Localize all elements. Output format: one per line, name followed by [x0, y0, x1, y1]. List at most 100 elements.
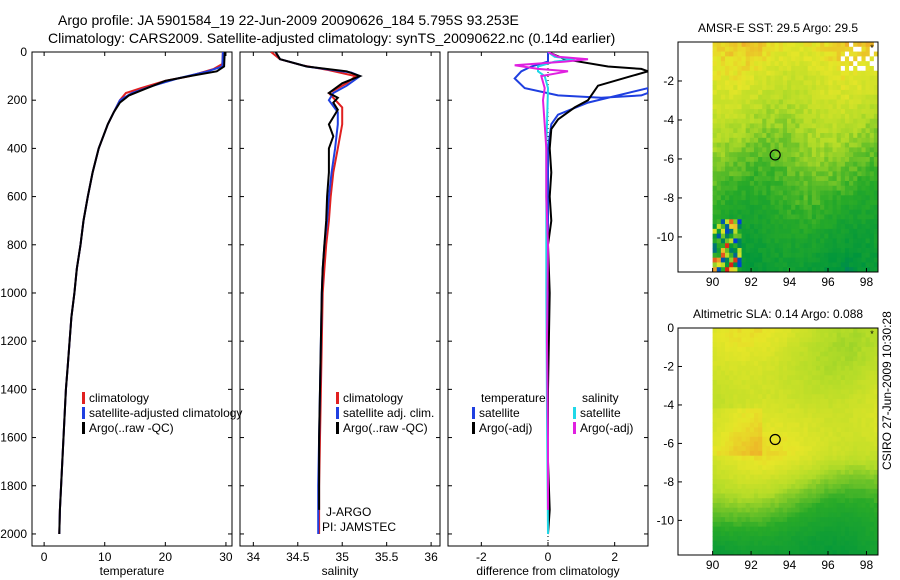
map-cell: [807, 346, 813, 353]
map-cell: [873, 413, 879, 419]
map-cell: [712, 337, 718, 343]
y-tick-label: 800: [7, 238, 27, 252]
map-cell: [849, 267, 854, 273]
map-cell: [832, 152, 838, 158]
map-cell: [758, 85, 763, 91]
map-cell: [720, 375, 726, 381]
map-cell: [815, 200, 821, 206]
map-cell: [725, 185, 730, 191]
map-cell: [828, 133, 833, 139]
map-cell: [749, 403, 755, 409]
map-cell: [766, 502, 771, 509]
map-cell: [799, 128, 804, 134]
map-cell: [733, 465, 738, 471]
map-cell: [749, 161, 755, 167]
map-cell: [857, 427, 862, 433]
map-cell: [795, 521, 800, 528]
map-cell: [720, 450, 726, 457]
map-cell: [782, 361, 788, 367]
map-cell: [758, 171, 763, 177]
map-cell: [832, 351, 838, 357]
map-cell: [873, 204, 879, 211]
map-cell: [729, 233, 734, 239]
map-cell: [815, 479, 821, 485]
map-cell: [853, 137, 858, 144]
map-cell: [865, 157, 871, 163]
map-cell: [749, 185, 755, 191]
map-cell: [820, 394, 825, 400]
map-cell: [865, 394, 871, 400]
map-cell: [861, 361, 866, 367]
map-cell: [712, 262, 718, 268]
map-cell: [729, 488, 734, 494]
map-cell: [799, 133, 804, 139]
legend-entry-label: satellite: [479, 406, 520, 420]
map-cell: [753, 346, 759, 353]
map-cell: [849, 474, 854, 480]
map-cell: [749, 446, 755, 452]
map-cell: [861, 214, 866, 220]
map-cell: [766, 123, 771, 129]
map-cell: [787, 233, 792, 239]
map-cell: [758, 128, 763, 134]
map-cell: [753, 356, 759, 362]
map-cell: [741, 365, 747, 371]
map-cell: [733, 417, 738, 423]
map-cell: [832, 498, 838, 504]
map-cell: [745, 157, 751, 163]
map-cell: [820, 262, 825, 268]
map-cell: [795, 502, 800, 509]
map-cell: [857, 356, 862, 362]
map-cell: [836, 346, 842, 353]
map-cell: [782, 328, 788, 334]
map-cell: [811, 152, 817, 158]
map-cell: [762, 185, 767, 191]
map-cell: [787, 531, 792, 537]
map-cell: [725, 252, 730, 259]
map-cell: [716, 195, 722, 201]
map-cell: [836, 195, 842, 201]
map-cell: [820, 365, 825, 371]
map-cell: [873, 493, 879, 499]
map-cell: [832, 109, 838, 115]
map-cell: [725, 243, 730, 249]
map-cell: [745, 375, 751, 381]
map-cell: [741, 42, 747, 48]
map-cell: [861, 262, 866, 268]
map-cell: [774, 200, 780, 206]
map-cell: [799, 446, 804, 452]
map-cell: [716, 469, 722, 476]
map-cell: [820, 65, 825, 72]
map-cell: [832, 346, 838, 353]
map-cell: [733, 502, 738, 509]
map-cell: [762, 176, 767, 182]
map-cell: [807, 526, 813, 532]
map-cell: [832, 133, 838, 139]
map-cell: [799, 507, 804, 513]
map-cell: [828, 166, 833, 172]
map-cell: [749, 536, 755, 542]
map-cell: [791, 46, 796, 52]
map-cell: [815, 517, 821, 523]
map-cell: [820, 133, 825, 139]
map-cell: [720, 123, 726, 129]
map-cell: [745, 70, 751, 76]
x-tick-label: 92: [744, 275, 758, 289]
map-cell: [737, 99, 742, 105]
map-cell: [844, 152, 850, 158]
map-cell: [741, 85, 747, 91]
map-cell: [774, 517, 780, 523]
map-cell: [770, 128, 776, 134]
map-cell: [844, 200, 850, 206]
map-cell: [791, 375, 796, 381]
map-cell: [799, 550, 804, 556]
map-cell: [869, 455, 875, 461]
map-cell: [803, 488, 809, 494]
map-cell: [791, 94, 796, 100]
map-cell: [844, 65, 850, 72]
map-cell: [770, 328, 776, 334]
map-cell: [725, 109, 730, 115]
map-cell: [749, 166, 755, 172]
map-cell: [720, 190, 726, 196]
map-cell: [762, 474, 767, 480]
